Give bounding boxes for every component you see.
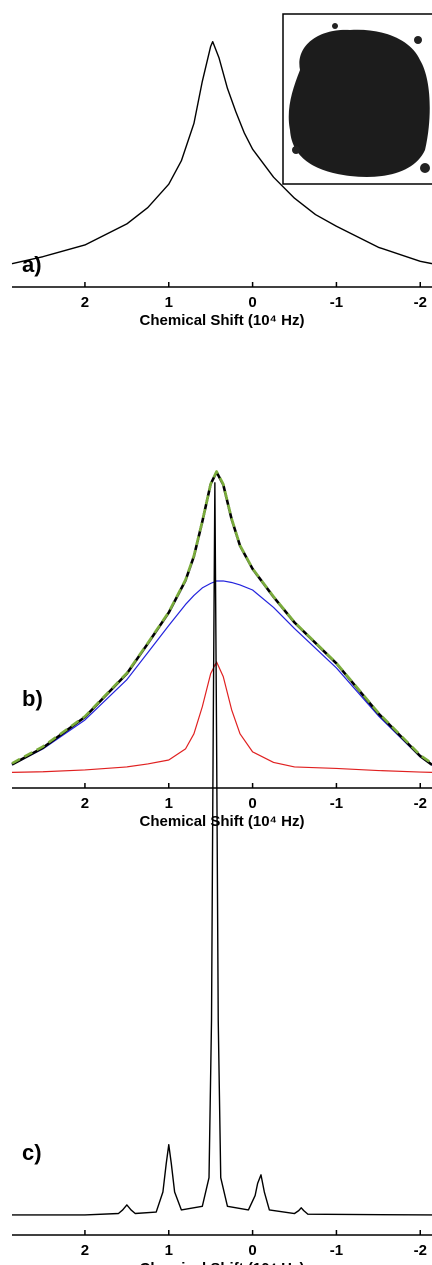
spectrum-line xyxy=(12,482,432,1216)
grain xyxy=(332,23,338,29)
spectrum-line xyxy=(11,470,432,766)
inset-photo xyxy=(282,13,432,185)
x-tick-label: 2 xyxy=(81,1242,89,1259)
spectrum-line xyxy=(11,40,432,265)
powder xyxy=(288,29,430,177)
spectrum-line xyxy=(11,661,432,773)
x-tick-label: -2 xyxy=(414,795,427,812)
spectrum-line xyxy=(11,470,432,765)
x-tick-label: 1 xyxy=(165,1242,173,1259)
spectrum-line xyxy=(11,580,432,766)
panel-label: b) xyxy=(22,686,43,711)
x-tick-label: 0 xyxy=(248,1242,256,1259)
x-axis-label: Chemical Shift (10⁴ Hz) xyxy=(140,312,305,329)
x-tick-label: -1 xyxy=(330,795,343,812)
x-tick-label: 1 xyxy=(165,795,173,812)
x-tick-label: 1 xyxy=(165,294,173,311)
x-axis-label: Chemical Shift (10⁴ Hz) xyxy=(140,1260,305,1265)
panel-label: c) xyxy=(22,1140,42,1165)
grain xyxy=(420,163,430,173)
panel-label: a) xyxy=(22,252,42,277)
x-tick-label: -2 xyxy=(414,1242,427,1259)
x-tick-label: 2 xyxy=(81,795,89,812)
x-axis-label: Chemical Shift (10⁴ Hz) xyxy=(140,813,305,830)
grain xyxy=(414,36,422,44)
grain xyxy=(292,146,300,154)
x-tick-label: 0 xyxy=(248,294,256,311)
x-tick-label: -2 xyxy=(414,294,427,311)
x-tick-label: -1 xyxy=(330,294,343,311)
x-tick-label: 0 xyxy=(248,795,256,812)
x-tick-label: 2 xyxy=(81,294,89,311)
x-tick-label: -1 xyxy=(330,1242,343,1259)
